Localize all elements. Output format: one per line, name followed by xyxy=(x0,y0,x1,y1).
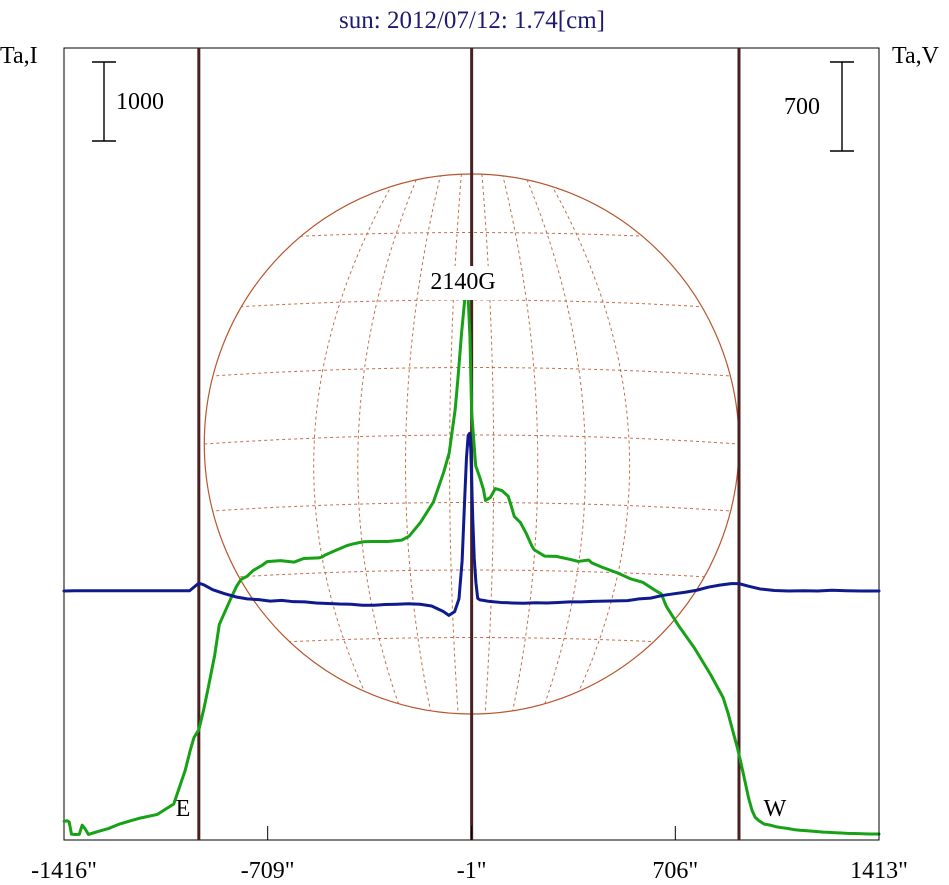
meridian-line xyxy=(524,174,587,714)
meridian-line xyxy=(313,174,399,714)
series-ta-i-line xyxy=(62,271,881,836)
latitude-line xyxy=(204,569,739,580)
east-limb-label: E xyxy=(176,796,191,822)
series-ta-v-line xyxy=(62,431,881,617)
x-tick-label: 1413" xyxy=(850,858,908,884)
latitude-line xyxy=(204,434,739,445)
latitude-line xyxy=(204,502,739,512)
y-right-label: Ta,V xyxy=(892,43,940,69)
latitude-line xyxy=(204,367,739,377)
scale-bars xyxy=(92,61,854,152)
chart-title: sun: 2012/07/12: 1.74[cm] xyxy=(339,7,605,34)
annotation-background xyxy=(425,266,518,300)
x-tick-label: -1416" xyxy=(31,858,97,884)
x-tick-label: 706" xyxy=(652,858,698,884)
meridian-line xyxy=(405,174,442,714)
x-tick-label: -1" xyxy=(457,858,487,884)
x-axis-tick-labels: -1416" -709" -1" 706" 1413" xyxy=(31,858,908,884)
series-layer xyxy=(62,271,881,836)
west-limb-label: W xyxy=(764,796,787,822)
meridian-line xyxy=(544,174,630,714)
meridian-line xyxy=(501,174,539,714)
latitude-line xyxy=(204,299,739,310)
meridian-line xyxy=(481,174,495,714)
left-scale-value: 1000 xyxy=(116,89,164,115)
y-left-label: Ta,I xyxy=(0,43,38,69)
meridian-line xyxy=(357,174,420,714)
x-axis-ticks xyxy=(63,826,880,840)
right-scale-value: 700 xyxy=(784,94,820,120)
field-strength-annotation: 2140G xyxy=(430,269,495,295)
x-tick-label: -709" xyxy=(241,858,295,884)
